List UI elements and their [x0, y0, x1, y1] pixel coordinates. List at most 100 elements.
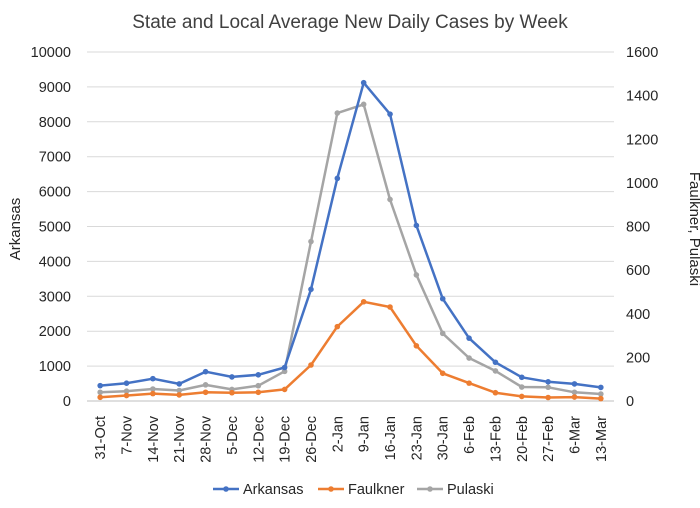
data-point-arkansas — [492, 359, 499, 366]
data-point-arkansas — [518, 374, 525, 381]
data-point-pulaski — [518, 384, 525, 390]
data-point-faulkner — [281, 386, 288, 393]
y-right-tick-label: 1200 — [626, 132, 658, 148]
data-point-faulkner — [545, 394, 551, 401]
data-point-faulkner — [360, 298, 367, 305]
x-tick-label: 30-Jan — [436, 416, 452, 460]
y-right-tick-label: 400 — [626, 307, 650, 323]
data-point-arkansas — [334, 175, 341, 182]
legend-label: Faulkner — [348, 482, 405, 498]
data-point-pulaski — [281, 368, 288, 375]
y-axis-right-title: Faulkner, Pulaski — [686, 172, 700, 286]
data-point-pulaski — [360, 101, 367, 108]
x-tick-label: 27-Feb — [541, 416, 557, 462]
data-point-faulkner — [334, 323, 341, 330]
series-lines — [97, 79, 604, 402]
data-point-faulkner — [571, 394, 578, 400]
legend-item-arkansas: Arkansas — [213, 482, 303, 498]
y-right-tick-label: 200 — [626, 350, 650, 366]
legend-label: Arkansas — [243, 482, 303, 498]
x-tick-label: 6-Feb — [462, 416, 478, 454]
data-point-arkansas — [308, 286, 314, 293]
x-tick-label: 13-Feb — [488, 416, 504, 462]
y-left-tick-label: 10000 — [31, 45, 71, 61]
series-line-faulkner — [100, 300, 601, 400]
data-point-pulaski — [202, 382, 209, 388]
y-right-tick-label: 800 — [626, 220, 650, 236]
y-left-tick-label: 4000 — [39, 254, 71, 270]
data-point-pulaski — [334, 110, 341, 116]
data-point-faulkner — [413, 343, 420, 349]
data-point-faulkner — [308, 362, 314, 368]
data-point-pulaski — [255, 382, 262, 389]
data-point-faulkner — [202, 389, 209, 396]
y-left-tick-label: 9000 — [39, 80, 71, 96]
data-point-arkansas — [97, 382, 103, 389]
data-point-arkansas — [150, 375, 156, 382]
x-tick-label: 28-Nov — [199, 415, 215, 462]
data-point-pulaski — [466, 355, 472, 361]
y-left-tick-label: 0 — [63, 394, 71, 410]
data-point-pulaski — [176, 387, 183, 394]
x-tick-label: 9-Jan — [357, 416, 373, 452]
legend-marker — [328, 486, 334, 492]
x-tick-label: 5-Dec — [225, 416, 241, 455]
data-point-faulkner — [97, 394, 103, 401]
chart-title: State and Local Average New Daily Cases … — [132, 12, 568, 33]
y-left-tick-label: 2000 — [39, 324, 71, 340]
data-point-pulaski — [413, 272, 420, 278]
data-point-faulkner — [492, 389, 499, 396]
data-point-arkansas — [360, 79, 367, 86]
data-point-arkansas — [439, 295, 446, 302]
y-right-tick-label: 1400 — [626, 89, 658, 105]
data-point-pulaski — [571, 389, 578, 396]
x-tick-label: 16-Jan — [383, 416, 399, 460]
y-left-tick-label: 7000 — [39, 150, 71, 166]
data-point-pulaski — [308, 238, 314, 245]
x-tick-label: 31-Oct — [93, 416, 109, 460]
data-point-pulaski — [97, 389, 103, 396]
data-point-faulkner — [439, 370, 446, 377]
y-right-tick-label: 1000 — [626, 176, 658, 192]
data-point-pulaski — [598, 391, 604, 397]
y-right-tick-label: 0 — [626, 394, 634, 410]
x-tick-label: 26-Dec — [304, 416, 320, 463]
grid-lines — [87, 51, 614, 367]
x-tick-label: 23-Jan — [409, 416, 425, 460]
data-point-faulkner — [466, 380, 472, 386]
data-point-pulaski — [492, 368, 499, 374]
data-point-pulaski — [123, 388, 130, 394]
data-point-arkansas — [413, 222, 420, 229]
data-point-pulaski — [387, 196, 393, 203]
data-point-arkansas — [202, 368, 209, 375]
series-pulaski — [97, 101, 604, 397]
data-point-arkansas — [281, 364, 288, 371]
legend-label: Pulaski — [447, 482, 494, 498]
series-line-pulaski — [100, 103, 601, 396]
data-point-pulaski — [150, 386, 156, 392]
data-point-arkansas — [598, 384, 604, 391]
y-right-tick-label: 1600 — [626, 45, 658, 61]
x-tick-label: 13-Mar — [594, 416, 610, 462]
y-left-tick-label: 6000 — [39, 185, 71, 201]
data-point-arkansas — [229, 374, 235, 380]
data-point-arkansas — [387, 111, 393, 117]
data-point-faulkner — [123, 392, 130, 399]
data-point-faulkner — [150, 390, 156, 397]
y-left-tick-label: 8000 — [39, 115, 71, 131]
y-left-tick-label: 1000 — [39, 359, 71, 375]
legend-marker — [427, 486, 433, 492]
x-tick-label: 19-Dec — [278, 416, 294, 463]
data-point-arkansas — [571, 381, 578, 387]
data-point-faulkner — [598, 395, 604, 402]
y-left-tick-label: 5000 — [39, 220, 71, 236]
data-point-pulaski — [439, 330, 446, 337]
axes: 0100020003000400050006000700080009000100… — [31, 45, 659, 463]
series-line-arkansas — [100, 81, 601, 389]
data-point-arkansas — [176, 381, 183, 387]
data-point-pulaski — [545, 384, 551, 391]
data-point-faulkner — [255, 389, 262, 396]
data-point-faulkner — [176, 392, 183, 398]
